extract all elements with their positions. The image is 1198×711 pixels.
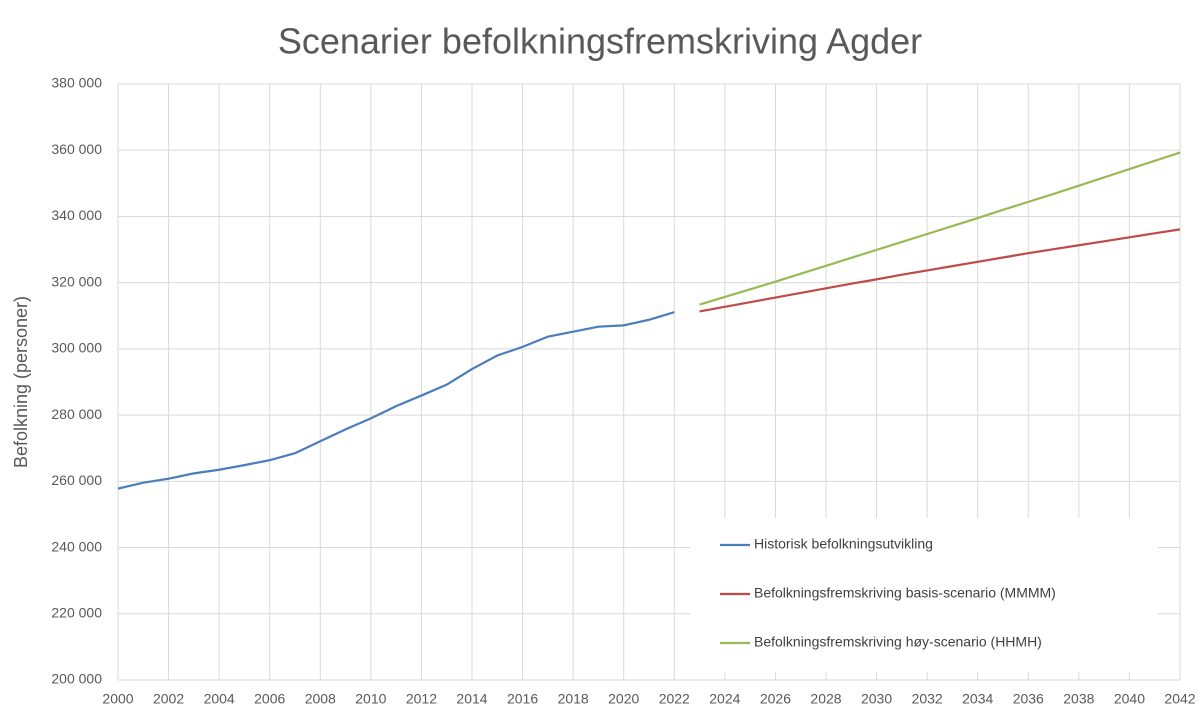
x-tick-label: 2014 xyxy=(456,691,487,707)
x-tick-label: 2034 xyxy=(962,691,993,707)
line-series xyxy=(699,151,1181,306)
x-tick-label: 2024 xyxy=(709,691,740,707)
x-tick-label: 2018 xyxy=(558,691,589,707)
y-tick-label: 220 000 xyxy=(51,604,102,620)
x-tick-label: 2002 xyxy=(153,691,184,707)
legend-box xyxy=(690,518,1158,672)
x-tick-label: 2032 xyxy=(912,691,943,707)
line-series xyxy=(117,311,675,490)
y-tick-label: 360 000 xyxy=(51,141,102,157)
y-tick-label: 260 000 xyxy=(51,472,102,488)
legend-label: Historisk befolkningsutvikling xyxy=(754,536,933,552)
y-axis-label: Befolkning (personer) xyxy=(11,296,31,468)
legend: Historisk befolkningsutvikling Befolkning… xyxy=(690,518,1158,672)
x-tick-label: 2000 xyxy=(102,691,133,707)
y-tick-label: 340 000 xyxy=(51,207,102,223)
y-tick-label: 320 000 xyxy=(51,273,102,289)
y-tick-label: 300 000 xyxy=(51,340,102,356)
y-tick-label: 200 000 xyxy=(51,671,102,687)
x-tick-label: 2028 xyxy=(810,691,841,707)
x-tick-label: 2026 xyxy=(760,691,791,707)
x-tick-label: 2042 xyxy=(1164,691,1195,707)
x-tick-label: 2012 xyxy=(406,691,437,707)
x-tick-label: 2020 xyxy=(608,691,639,707)
x-tick-label: 2008 xyxy=(305,691,336,707)
y-tick-label: 240 000 xyxy=(51,538,102,554)
x-tick-label: 2030 xyxy=(861,691,892,707)
line-series xyxy=(699,228,1181,313)
chart-title: Scenarier befolkningsfremskriving Agder xyxy=(278,21,922,62)
x-tick-label: 2022 xyxy=(659,691,690,707)
x-tick-label: 2006 xyxy=(254,691,285,707)
x-tick-label: 2016 xyxy=(507,691,538,707)
legend-label: Befolkningsfremskriving basis-scenario (… xyxy=(754,585,1056,601)
y-tick-label: 280 000 xyxy=(51,406,102,422)
y-tick-label: 380 000 xyxy=(51,75,102,91)
x-tick-label: 2040 xyxy=(1114,691,1145,707)
legend-label: Befolkningsfremskriving høy-scenario (HH… xyxy=(754,634,1042,650)
x-tick-label: 2004 xyxy=(204,691,235,707)
x-tick-label: 2038 xyxy=(1063,691,1094,707)
x-tick-label: 2010 xyxy=(355,691,386,707)
x-tick-label: 2036 xyxy=(1013,691,1044,707)
